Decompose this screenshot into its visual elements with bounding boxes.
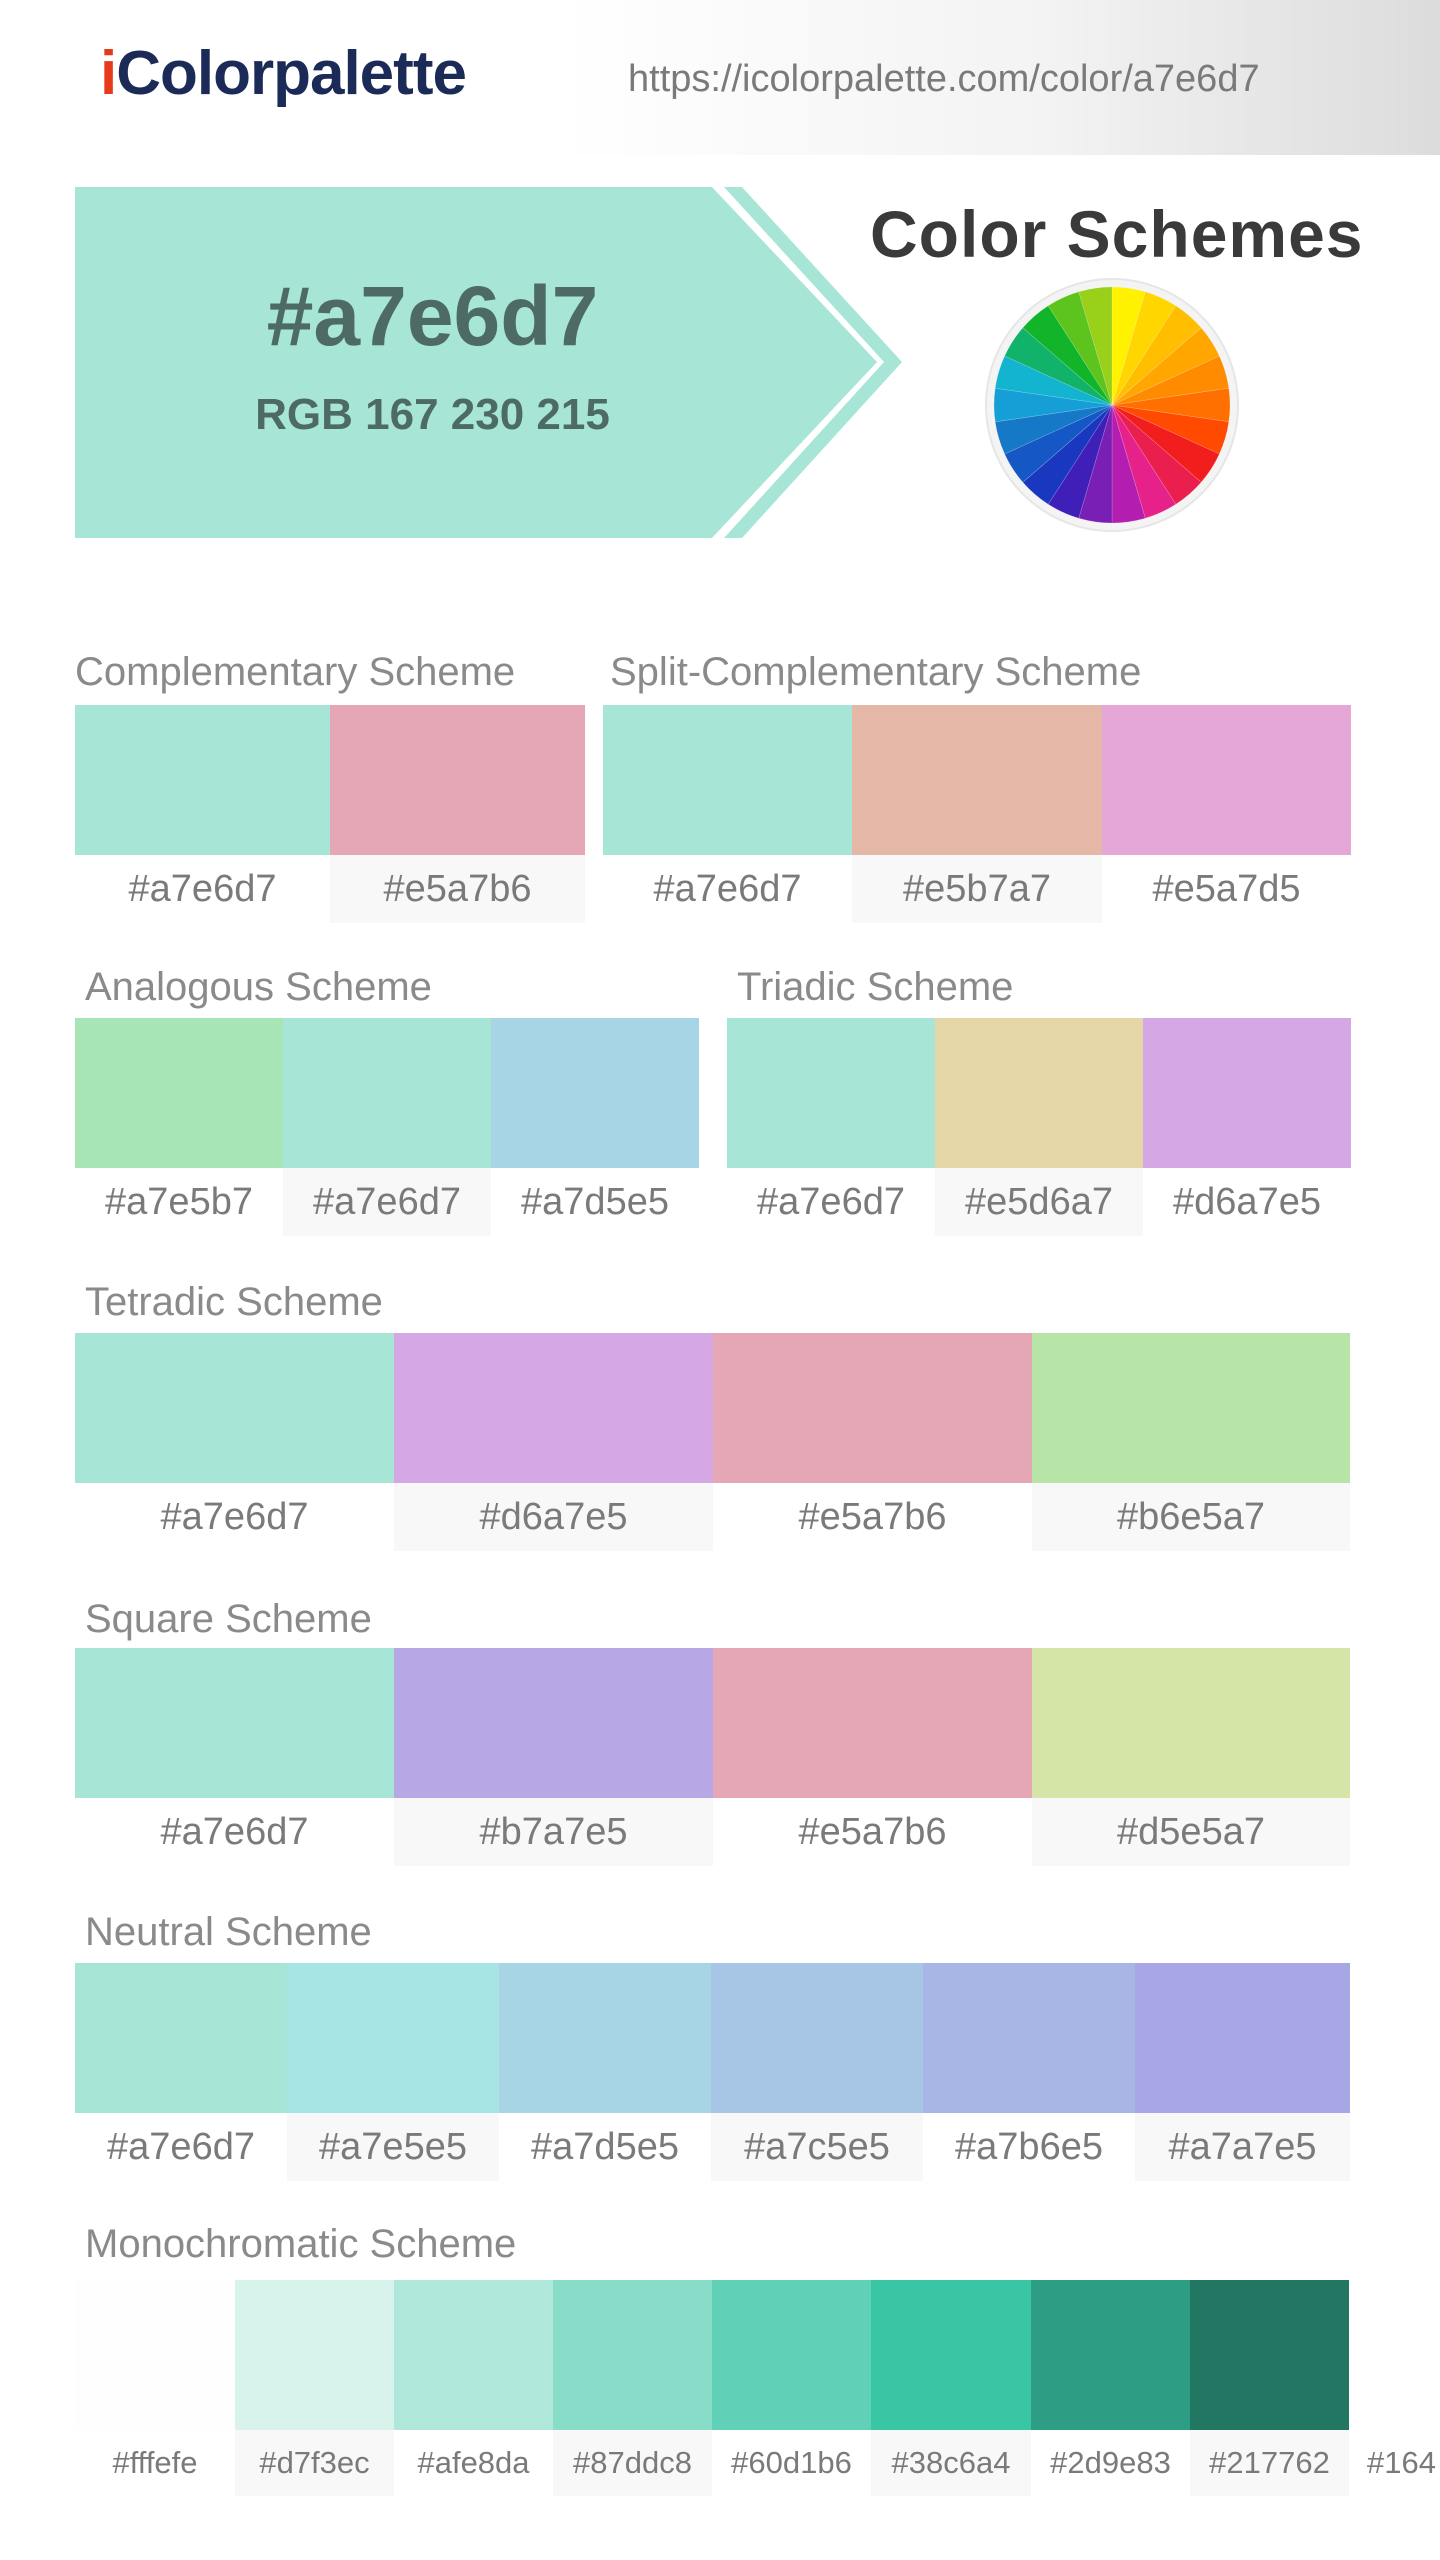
monochromatic-swatch[interactable]: [1190, 2280, 1349, 2430]
monochromatic-swatch[interactable]: [394, 2280, 553, 2430]
triadic-scheme-title: Triadic Scheme: [737, 965, 1014, 1009]
split-complementary-swatch[interactable]: [1102, 705, 1351, 855]
neutral-swatch-label[interactable]: #a7c5e5: [711, 2113, 923, 2181]
monochromatic-swatch-label[interactable]: #2d9e83: [1050, 2445, 1171, 2480]
analogous-swatch-label[interactable]: #a7e5b7: [105, 1181, 253, 1223]
monochromatic-swatch[interactable]: [75, 2280, 235, 2430]
neutral-swatch[interactable]: [711, 1963, 923, 2113]
square-swatch[interactable]: [713, 1648, 1032, 1798]
complementary-swatch-label[interactable]: #e5a7b6: [330, 855, 585, 923]
site-logo[interactable]: iColorpalette: [100, 39, 467, 108]
triadic-swatch-label[interactable]: #e5d6a7: [935, 1168, 1143, 1236]
monochromatic-swatch[interactable]: [712, 2280, 871, 2430]
neutral-swatch[interactable]: [499, 1963, 711, 2113]
square-swatch[interactable]: [75, 1648, 394, 1798]
complementary-swatch[interactable]: [330, 705, 585, 855]
monochromatic-swatch[interactable]: [235, 2280, 394, 2430]
hero-arrow-shape: [75, 187, 902, 538]
square-swatch-label[interactable]: #b7a7e5: [394, 1798, 713, 1866]
tetradic-swatch-label[interactable]: #b6e5a7: [1032, 1483, 1350, 1551]
split-complementary-swatch-label[interactable]: #a7e6d7: [653, 868, 802, 910]
complementary-scheme-title: Complementary Scheme: [75, 650, 516, 694]
tetradic-scheme-title: Tetradic Scheme: [85, 1280, 383, 1324]
tetradic-swatch[interactable]: [1032, 1333, 1350, 1483]
analogous-swatch-label[interactable]: #a7d5e5: [521, 1181, 669, 1223]
neutral-swatch[interactable]: [75, 1963, 287, 2113]
monochromatic-swatch-label[interactable]: #38c6a4: [871, 2430, 1031, 2496]
triadic-swatch[interactable]: [727, 1018, 935, 1168]
monochromatic-swatch-label[interactable]: #60d1b6: [731, 2445, 852, 2480]
neutral-swatch[interactable]: [1135, 1963, 1350, 2113]
monochromatic-swatch-label[interactable]: #d7f3ec: [235, 2430, 394, 2496]
square-scheme-title: Square Scheme: [85, 1597, 372, 1641]
monochromatic-swatch-label[interactable]: #afe8da: [417, 2445, 530, 2480]
complementary-swatch[interactable]: [75, 705, 330, 855]
square-swatch[interactable]: [394, 1648, 713, 1798]
tetradic-swatch[interactable]: [75, 1333, 394, 1483]
triadic-swatch[interactable]: [1143, 1018, 1351, 1168]
monochromatic-swatch-label[interactable]: #fffefe: [112, 2445, 198, 2480]
monochromatic-swatch-label[interactable]: #217762: [1190, 2430, 1349, 2496]
monochromatic-swatch[interactable]: [871, 2280, 1031, 2430]
split-complementary-swatch[interactable]: [852, 705, 1102, 855]
square-swatch-label[interactable]: #a7e6d7: [160, 1811, 309, 1853]
neutral-swatch-label[interactable]: #a7a7e5: [1135, 2113, 1350, 2181]
split-complementary-swatch-label[interactable]: #e5a7d5: [1152, 868, 1301, 910]
analogous-swatch[interactable]: [75, 1018, 283, 1168]
square-swatch[interactable]: [1032, 1648, 1350, 1798]
neutral-swatch-label[interactable]: #a7b6e5: [955, 2126, 1103, 2168]
triadic-swatch-label[interactable]: #d6a7e5: [1173, 1181, 1321, 1223]
tetradic-swatch-label[interactable]: #a7e6d7: [160, 1496, 309, 1538]
neutral-swatch-label[interactable]: #a7d5e5: [531, 2126, 679, 2168]
triadic-swatch[interactable]: [935, 1018, 1143, 1168]
analogous-swatch-label[interactable]: #a7e6d7: [283, 1168, 491, 1236]
analogous-scheme-title: Analogous Scheme: [85, 965, 432, 1009]
neutral-swatch-label[interactable]: #a7e6d7: [107, 2126, 255, 2168]
complementary-swatch-label[interactable]: #a7e6d7: [128, 868, 277, 910]
split-complementary-scheme-title: Split-Complementary Scheme: [610, 650, 1142, 694]
neutral-swatch-label[interactable]: #a7e5e5: [287, 2113, 499, 2181]
tetradic-swatch[interactable]: [713, 1333, 1032, 1483]
square-swatch-label[interactable]: #d5e5a7: [1032, 1798, 1350, 1866]
neutral-swatch[interactable]: [287, 1963, 499, 2113]
tetradic-swatch-label[interactable]: #d6a7e5: [394, 1483, 713, 1551]
analogous-swatch[interactable]: [491, 1018, 699, 1168]
header-background: [560, 0, 1440, 155]
monochromatic-swatch[interactable]: [1031, 2280, 1190, 2430]
color-schemes-title: Color Schemes: [870, 197, 1364, 271]
page-url: https://icolorpalette.com/color/a7e6d7: [628, 58, 1260, 100]
hero-rgb-value: RGB 167 230 215: [255, 390, 610, 439]
neutral-swatch[interactable]: [923, 1963, 1135, 2113]
split-complementary-swatch[interactable]: [603, 705, 852, 855]
monochromatic-swatch[interactable]: [553, 2280, 712, 2430]
monochromatic-swatch-label[interactable]: #164: [1367, 2445, 1436, 2480]
monochromatic-swatch-label[interactable]: #87ddc8: [553, 2430, 712, 2496]
analogous-swatch[interactable]: [283, 1018, 491, 1168]
split-complementary-swatch-label[interactable]: #e5b7a7: [852, 855, 1102, 923]
tetradic-swatch[interactable]: [394, 1333, 713, 1483]
triadic-swatch-label[interactable]: #a7e6d7: [757, 1181, 905, 1223]
tetradic-swatch-label[interactable]: #e5a7b6: [798, 1496, 947, 1538]
monochromatic-scheme-title: Monochromatic Scheme: [85, 2222, 517, 2266]
hero-hex-value: #a7e6d7: [266, 269, 599, 363]
square-swatch-label[interactable]: #e5a7b6: [798, 1811, 947, 1853]
color-wheel-icon: [985, 278, 1239, 532]
neutral-scheme-title: Neutral Scheme: [85, 1910, 372, 1954]
